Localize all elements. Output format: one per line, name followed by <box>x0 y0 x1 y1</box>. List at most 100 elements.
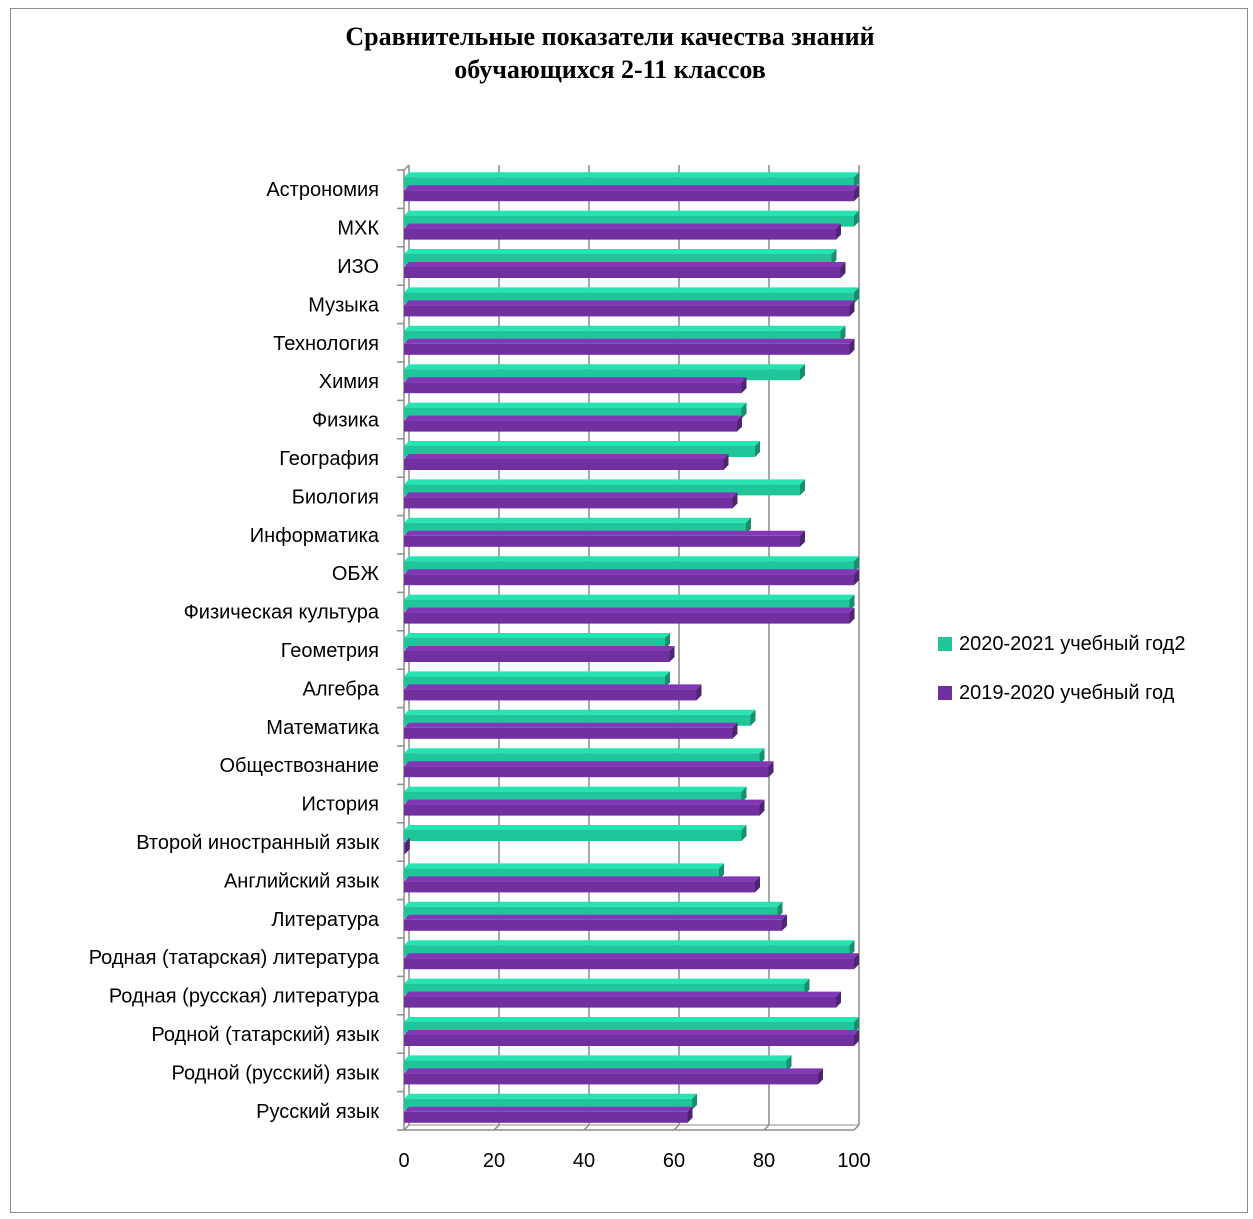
bar-end-face <box>746 517 751 534</box>
bar-end-face <box>723 454 729 470</box>
bar-top-face <box>404 914 787 920</box>
bar-2019-2020 <box>404 799 765 816</box>
bar-front-face <box>404 535 800 547</box>
bar-end-face <box>800 530 805 547</box>
bar-top-face <box>404 901 783 907</box>
category-label: Английский язык <box>224 870 379 892</box>
bar-top-face <box>404 415 742 421</box>
bar-end-face <box>854 1030 859 1046</box>
bar-top-face <box>404 479 805 485</box>
bar-2019-2020 <box>404 1106 693 1123</box>
bar-front-face <box>404 330 841 342</box>
bar-end-face <box>854 1017 859 1033</box>
bar-front-face <box>404 791 742 803</box>
bar-2019-2020 <box>404 722 738 739</box>
bar-top-face <box>404 249 837 254</box>
bar-end-face <box>737 415 742 432</box>
bar-top-face <box>404 556 859 562</box>
legend-label-2019-2020: 2019-2020 учебный год <box>959 681 1175 704</box>
bar-front-face <box>404 599 850 611</box>
bar-end-face <box>692 1093 697 1110</box>
chart-title-line-2: обучающихся 2-11 классов <box>454 55 766 84</box>
bar-2019-2020 <box>404 262 846 278</box>
bar-2019-2020 <box>404 492 738 509</box>
bar-end-face <box>759 748 765 765</box>
bar-top-face <box>404 1017 859 1022</box>
bar-end-face <box>840 325 846 342</box>
bar-front-face <box>404 177 854 189</box>
category-label: География <box>279 448 379 470</box>
category-label: Русский язык <box>256 1101 379 1123</box>
bar-2020-2021 <box>404 786 747 803</box>
bar-end-face <box>854 210 859 227</box>
bar-top-face <box>404 185 859 191</box>
category-label: Информатика <box>250 525 380 547</box>
bar-2020-2021 <box>404 172 859 189</box>
bar-top-face <box>404 799 765 805</box>
category-label: МХК <box>337 218 379 240</box>
bar-end-face <box>687 1106 693 1123</box>
bar-top-face <box>404 287 859 293</box>
bar-top-face <box>404 722 738 728</box>
bar-front-face <box>404 407 742 419</box>
bar-2019-2020 <box>404 607 855 624</box>
bar-top-face <box>404 300 855 306</box>
bar-front-face <box>404 1073 818 1085</box>
bar-front-face <box>404 343 850 355</box>
bar-front-face <box>404 484 800 496</box>
bar-end-face <box>800 479 805 496</box>
bar-end-face <box>741 402 747 419</box>
bar-front-face <box>404 766 769 778</box>
bar-front-face <box>404 1098 692 1110</box>
bar-2019-2020 <box>404 761 774 778</box>
bar-2020-2021 <box>404 556 859 573</box>
bar-top-face <box>404 838 410 843</box>
bar-2020-2021 <box>404 978 810 995</box>
bar-top-face <box>404 748 765 754</box>
bar-top-face <box>404 377 747 383</box>
bar-2019-2020 <box>404 991 841 1008</box>
category-label: Второй иностранный язык <box>136 832 379 854</box>
bar-front-face <box>404 382 742 394</box>
category-label: Литература <box>271 909 379 931</box>
bar-top-face <box>404 402 747 408</box>
bar-2019-2020 <box>404 415 742 432</box>
bar-end-face <box>777 901 783 918</box>
bar-end-face <box>750 709 756 726</box>
bar-front-face <box>404 638 665 649</box>
category-label: Математика <box>266 717 380 739</box>
bar-2020-2021 <box>404 1055 792 1072</box>
bar-top-face <box>404 210 859 216</box>
category-label: Алгебра <box>303 678 380 700</box>
category-label: Родной (татарский) язык <box>151 1024 379 1046</box>
bar-top-face <box>404 172 859 178</box>
bar-2020-2021 <box>404 748 765 765</box>
bar-top-face <box>404 517 751 523</box>
legend-swatch-2020-2021 <box>938 637 952 651</box>
bar-end-face <box>800 364 805 381</box>
bar-top-face <box>404 863 724 869</box>
x-tick-label: 40 <box>573 1150 595 1172</box>
bar-2019-2020 <box>404 454 729 470</box>
bar-top-face <box>404 876 760 882</box>
bar-top-face <box>404 262 846 267</box>
bar-top-face <box>404 492 738 498</box>
legend: 2020-2021 учебный год2 2019-2020 учебный… <box>938 630 1185 728</box>
bar-front-face <box>404 945 850 957</box>
floor-gridline <box>403 1124 410 1131</box>
bar-2020-2021 <box>404 1093 697 1110</box>
bar-front-face <box>404 1060 787 1072</box>
bar-top-face <box>404 786 747 792</box>
bar-end-face <box>840 262 846 278</box>
bar-end-face <box>849 338 855 355</box>
bar-end-face <box>696 684 702 701</box>
bar-end-face <box>741 825 747 841</box>
bar-front-face <box>404 497 733 509</box>
bar-top-face <box>404 978 810 984</box>
bar-end-face <box>854 287 859 304</box>
bar-2019-2020 <box>404 223 841 240</box>
bar-front-face <box>404 958 854 970</box>
category-label: Родной (русский) язык <box>172 1062 380 1084</box>
bar-2019-2020 <box>404 530 805 547</box>
bar-top-face <box>404 1068 823 1074</box>
